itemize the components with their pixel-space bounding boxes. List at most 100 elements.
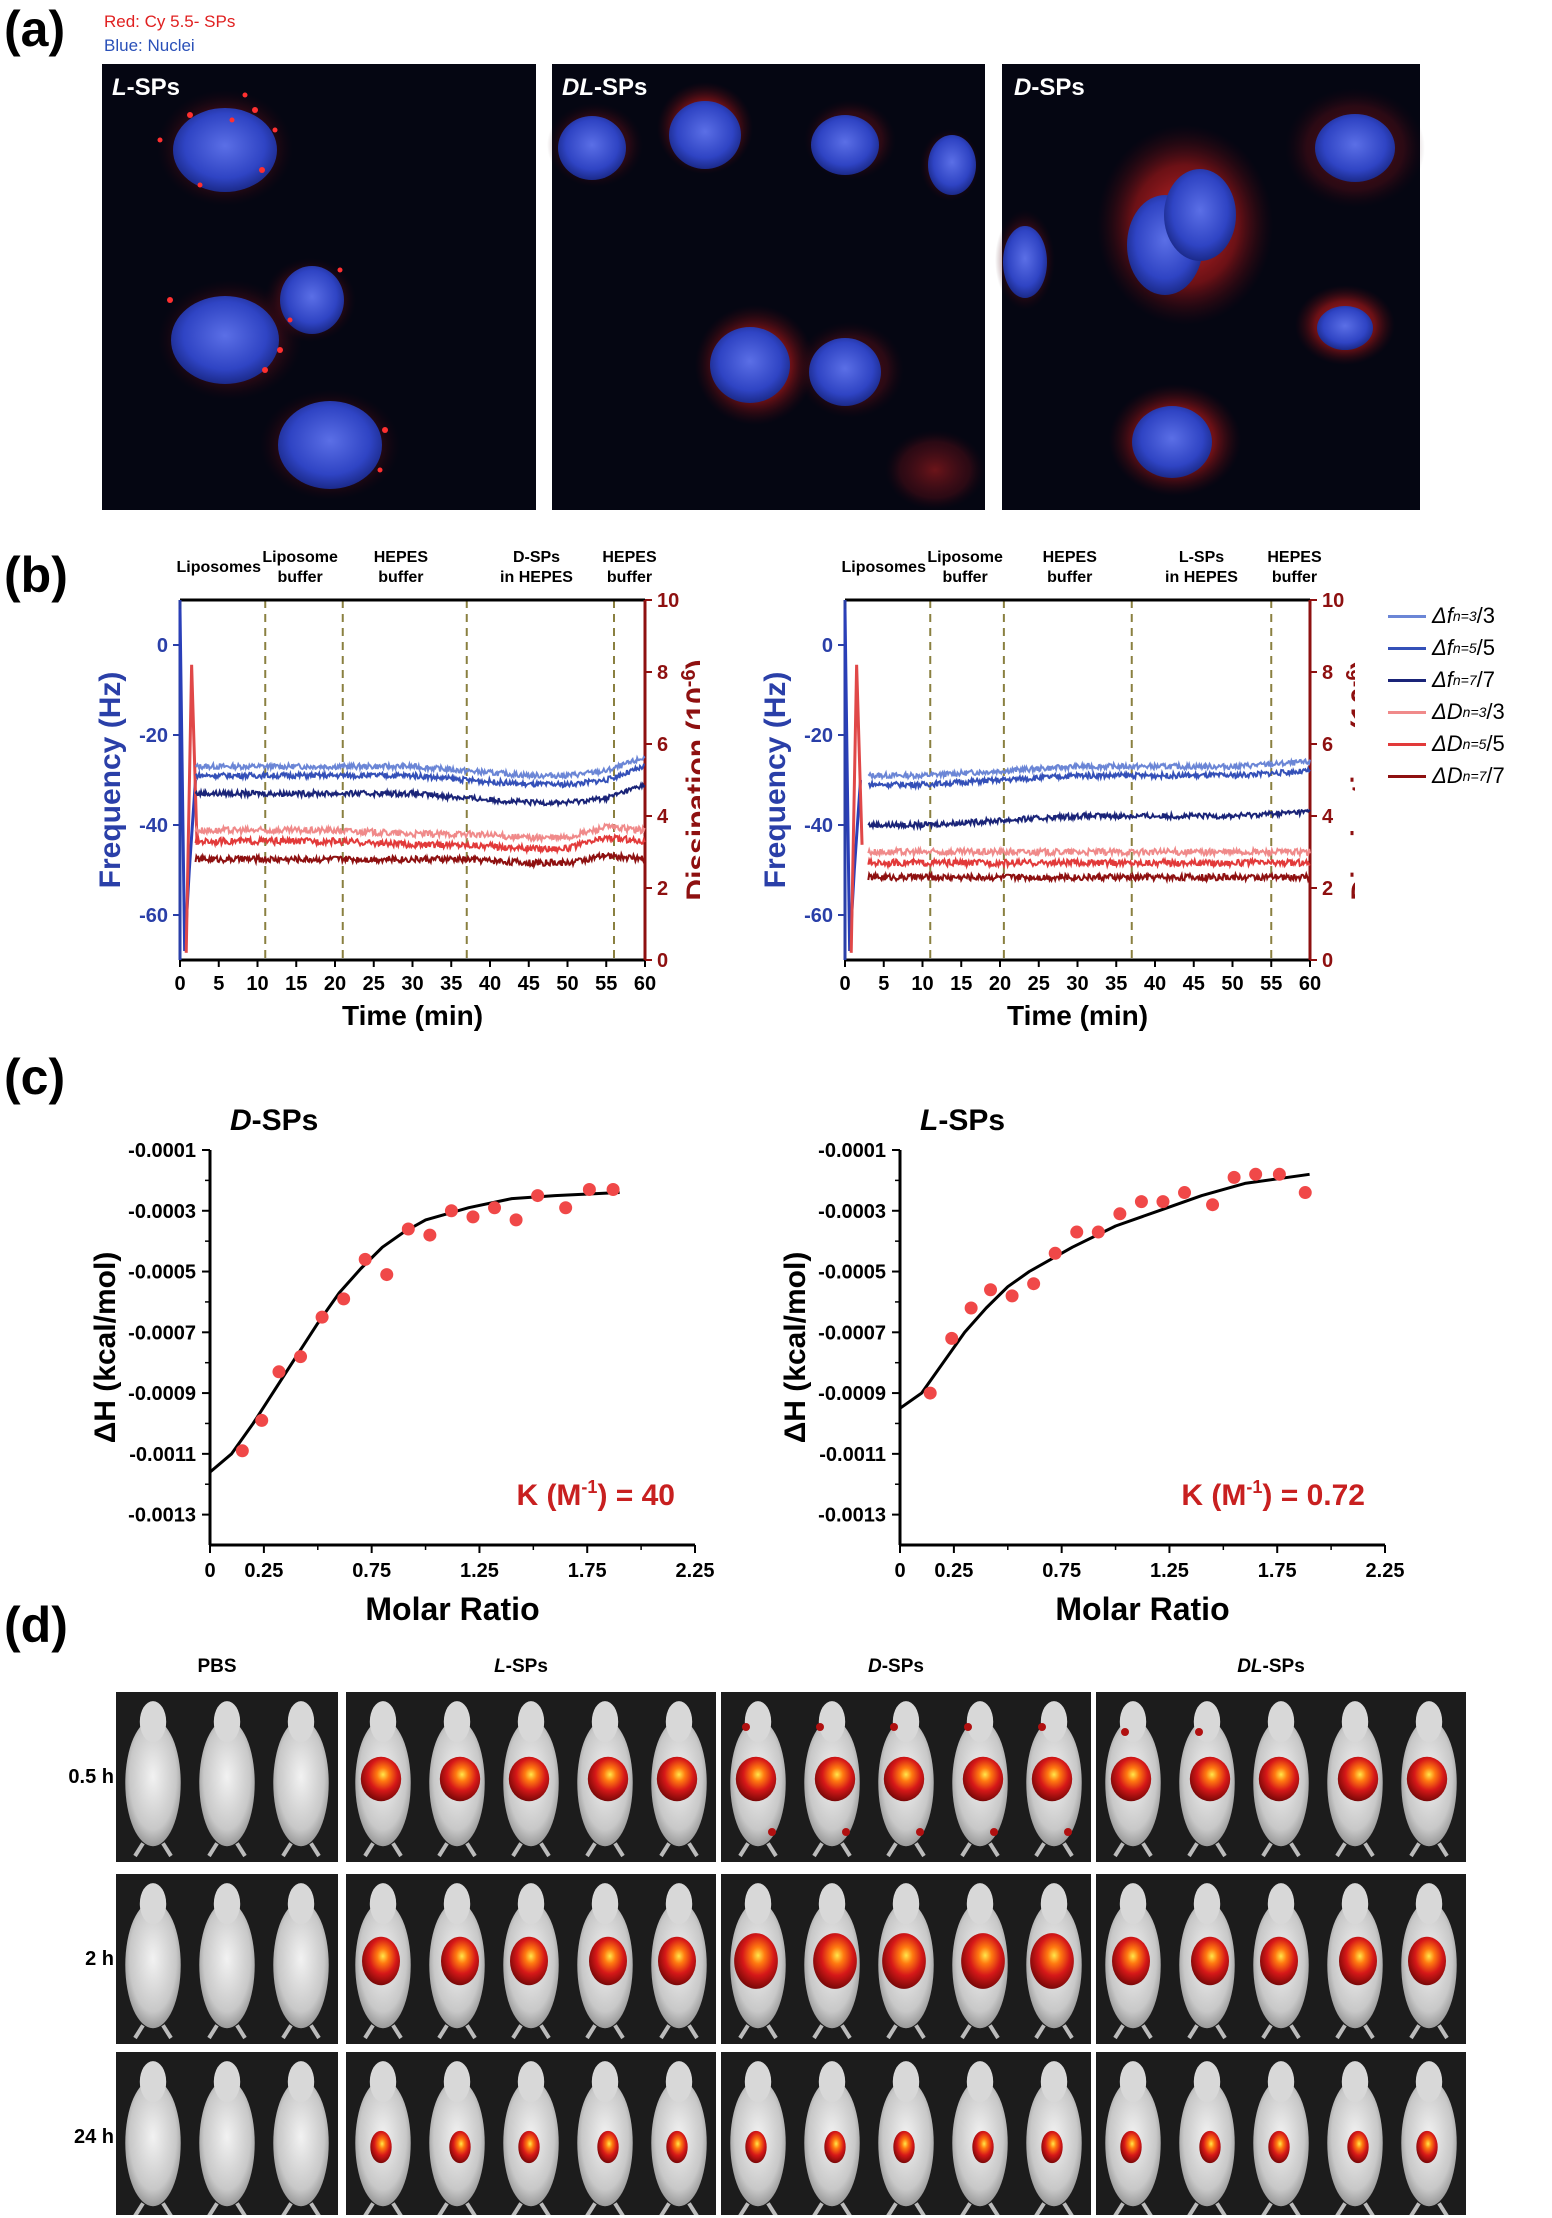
mouse-leg [1289, 2024, 1301, 2040]
fluorescence-signal [1111, 1936, 1151, 1986]
mouse-head [966, 2061, 994, 2103]
phase-label: in HEPES [500, 569, 573, 586]
mouse-leg [1187, 1842, 1199, 1858]
y-tick-label: -0.0007 [128, 1322, 196, 1344]
fit-curve [209, 1191, 620, 1474]
fluorescence-signal [745, 2130, 767, 2164]
image-label-prefix: D [1014, 74, 1031, 101]
fluorescence-signal [449, 2130, 471, 2164]
x-tick-label: 0.75 [352, 1560, 391, 1582]
mouse-leg [207, 2024, 219, 2040]
mouse-head [744, 2061, 772, 2103]
x-tick-label: 50 [556, 973, 578, 995]
svg-text:D-SPs: D-SPs [1014, 74, 1085, 101]
mouse-leg [659, 2024, 671, 2040]
mouse-leg [1113, 2024, 1125, 2040]
mouse-leg [391, 1842, 403, 1858]
mouse-leg [988, 2202, 1000, 2215]
right-y-label-end: ) [681, 659, 700, 669]
legend-swatch [1388, 614, 1426, 618]
mouse-head [966, 1701, 994, 1743]
phase-label: Liposome [927, 549, 1003, 566]
mouse-head [517, 1701, 545, 1743]
mouse-leg [511, 2202, 523, 2215]
fluorescence-signal [360, 1756, 402, 1802]
mouse-leg [281, 2024, 293, 2040]
x-axis-label: Time (min) [342, 1000, 483, 1031]
svg-text:DL-SPs: DL-SPs [562, 74, 647, 101]
mouse-leg [133, 2024, 145, 2040]
mouse-leg [1034, 2202, 1046, 2215]
fluorescence-signal [1110, 1756, 1152, 1802]
mouse-leg [840, 2024, 852, 2040]
left-y-axis-label: Frequency (Hz) [759, 672, 792, 889]
mouse-head [287, 2061, 315, 2103]
x-tick-label: 10 [911, 973, 933, 995]
group-label-prefix: L [494, 1656, 506, 1677]
mouse-leg [738, 1842, 750, 1858]
group-label-suffix: -SPs [1263, 1656, 1305, 1677]
annotation-text: K (M [1181, 1479, 1246, 1512]
mouse-leg [539, 2024, 551, 2040]
mouse-leg [738, 2202, 750, 2215]
mouse-leg [235, 2202, 247, 2215]
data-point [294, 1350, 308, 1364]
fluorescence-signal [1416, 2130, 1438, 2164]
legend-entry: Δf n=3/3 [1388, 600, 1548, 632]
mouse-head [892, 1883, 920, 1925]
data-point [1134, 1195, 1148, 1209]
x-tick-label: 55 [1260, 973, 1282, 995]
mouse-head [591, 1883, 619, 1925]
annotation-end: ) = 0.72 [1262, 1479, 1365, 1512]
fluorescence-signal [1258, 1756, 1300, 1802]
phase-label: Liposomes [177, 559, 262, 576]
mouse-leg [613, 2024, 625, 2040]
right-y-axis-label: Dissipation (10-6) [678, 659, 700, 900]
mouse-leg [207, 1842, 219, 1858]
x-tick-label: 60 [634, 973, 656, 995]
y-tick-label: -0.0011 [129, 1444, 196, 1466]
y-axis-label: ΔH (kcal/mol) [780, 1252, 812, 1444]
phase-label: HEPES [1043, 549, 1098, 566]
fluorescence-signal [814, 1756, 856, 1802]
mouse-head [139, 2061, 167, 2103]
mouse-leg [988, 1842, 1000, 1858]
mouse-head [287, 1883, 315, 1925]
x-tick-label: 15 [950, 973, 972, 995]
chart-title-prefix: L [920, 1104, 938, 1137]
mouse-head [665, 1701, 693, 1743]
right-y-tick-label: 8 [1322, 662, 1333, 684]
mouse-leg [1113, 1842, 1125, 1858]
x-tick-label: 55 [595, 973, 617, 995]
fluorescence-signal [1347, 2130, 1369, 2164]
legend-symbol: Δf [1432, 667, 1453, 692]
y-axis-label: ΔH (kcal/mol) [90, 1252, 122, 1444]
fluorescence-signal [883, 1756, 925, 1802]
fluorescence-spot [1195, 1728, 1203, 1736]
phase-label: buffer [1047, 569, 1092, 586]
mouse-head [1193, 1883, 1221, 1925]
mouse-leg [812, 2202, 824, 2215]
image-label-suffix: -SPs [594, 74, 647, 101]
fluorescence-signal [666, 2130, 688, 2164]
binding-constant-annotation: K (M-1) = 0.72 [1181, 1477, 1365, 1512]
mouse-leg [1289, 2202, 1301, 2215]
fluorescence-signal [1199, 2130, 1221, 2164]
y-tick-label: -0.0009 [128, 1383, 196, 1405]
group-label: PBS [197, 1656, 236, 1677]
mouse-body [125, 2079, 181, 2207]
right-y-tick-label: 0 [1322, 950, 1333, 972]
mouse-leg [1437, 1842, 1449, 1858]
mouse-head [1415, 1701, 1443, 1743]
mouse-head [517, 1883, 545, 1925]
mouse-head [139, 1883, 167, 1925]
mouse-leg [812, 2024, 824, 2040]
mouse-head [1119, 1883, 1147, 1925]
x-tick-label: 50 [1221, 973, 1243, 995]
x-tick-label: 30 [1066, 973, 1088, 995]
x-tick-label: 5 [213, 973, 224, 995]
injection-spike-dissipation [184, 664, 199, 953]
right-y-label-text: Dissipation (10 [681, 687, 700, 900]
mouse-leg [1409, 1842, 1421, 1858]
